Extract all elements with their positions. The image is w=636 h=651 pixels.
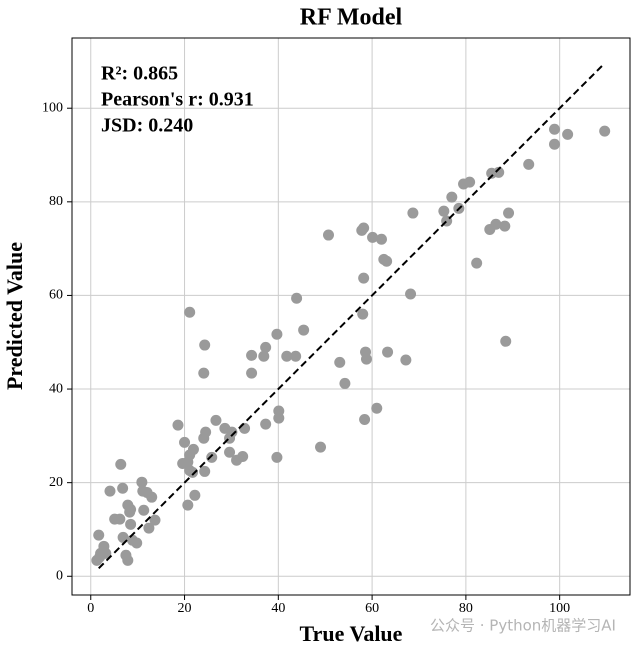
point (199, 465, 211, 477)
point (382, 346, 394, 358)
point (271, 451, 283, 463)
point (562, 128, 574, 140)
point (464, 176, 476, 188)
y-tick-label: 0 (56, 568, 63, 583)
point (490, 218, 502, 230)
point (182, 499, 194, 511)
point (206, 451, 218, 463)
point (405, 288, 417, 300)
annotation: Pearson's r: 0.931 (101, 89, 254, 111)
point (334, 356, 346, 368)
y-tick-label: 40 (49, 381, 63, 396)
point (371, 402, 383, 414)
point (246, 349, 258, 361)
x-tick-label: 100 (549, 601, 570, 616)
x-tick-label: 20 (178, 601, 192, 616)
point (179, 436, 191, 448)
x-tick-label: 0 (87, 601, 94, 616)
point (117, 482, 129, 494)
point (549, 123, 561, 135)
point (438, 205, 450, 217)
point (210, 414, 222, 426)
x-tick-label: 40 (271, 601, 285, 616)
point (599, 125, 611, 137)
x-tick-label: 60 (365, 601, 379, 616)
point (172, 419, 184, 431)
point (94, 551, 106, 563)
point (246, 367, 258, 379)
point (359, 413, 371, 425)
point (115, 458, 127, 470)
point (357, 308, 369, 320)
point (187, 466, 199, 478)
y-tick-label: 100 (42, 100, 63, 115)
point (375, 233, 387, 245)
y-tick-label: 20 (49, 475, 63, 490)
point (407, 207, 419, 219)
x-axis-label: True Value (300, 621, 403, 646)
point (315, 441, 327, 453)
point (339, 377, 351, 389)
point (446, 191, 458, 203)
y-axis-label: Predicted Value (2, 242, 27, 390)
point (237, 450, 249, 462)
reference-line (98, 63, 605, 570)
point (131, 537, 143, 549)
point (291, 292, 303, 304)
annotation: R²: 0.865 (101, 63, 178, 85)
point (499, 220, 511, 232)
point (523, 158, 535, 170)
point (322, 229, 334, 241)
point (143, 522, 155, 534)
point (226, 426, 238, 438)
point (367, 231, 379, 243)
point (273, 412, 285, 424)
y-tick-label: 80 (49, 194, 63, 209)
point (260, 418, 272, 430)
point (400, 354, 412, 366)
point (381, 255, 393, 267)
point (356, 224, 368, 236)
point (122, 554, 134, 566)
point (549, 138, 561, 150)
point (138, 504, 150, 516)
point (493, 166, 505, 178)
point (125, 503, 137, 515)
watermark: 公众号 · Python机器学习AI (430, 617, 616, 635)
point (360, 353, 372, 365)
point (149, 514, 161, 526)
point (260, 341, 272, 353)
point (93, 529, 105, 541)
point (281, 350, 293, 362)
point (146, 491, 158, 503)
point (224, 446, 236, 458)
point (258, 350, 270, 362)
point (503, 207, 515, 219)
point (184, 306, 196, 318)
point (136, 476, 148, 488)
point (200, 426, 212, 438)
point (471, 257, 483, 269)
point (189, 489, 201, 501)
point (290, 350, 302, 362)
point (500, 335, 512, 347)
point (298, 324, 310, 336)
y-tick-label: 60 (49, 288, 63, 303)
point (199, 339, 211, 351)
point (104, 485, 116, 497)
x-tick-label: 80 (459, 601, 473, 616)
point (187, 443, 199, 455)
point (125, 518, 137, 530)
annotation: JSD: 0.240 (101, 115, 193, 137)
point (358, 272, 370, 284)
point (271, 328, 283, 340)
point (114, 513, 126, 525)
plot-frame (71, 37, 631, 596)
chart-title: RF Model (300, 5, 403, 31)
point (198, 367, 210, 379)
point (239, 422, 251, 434)
